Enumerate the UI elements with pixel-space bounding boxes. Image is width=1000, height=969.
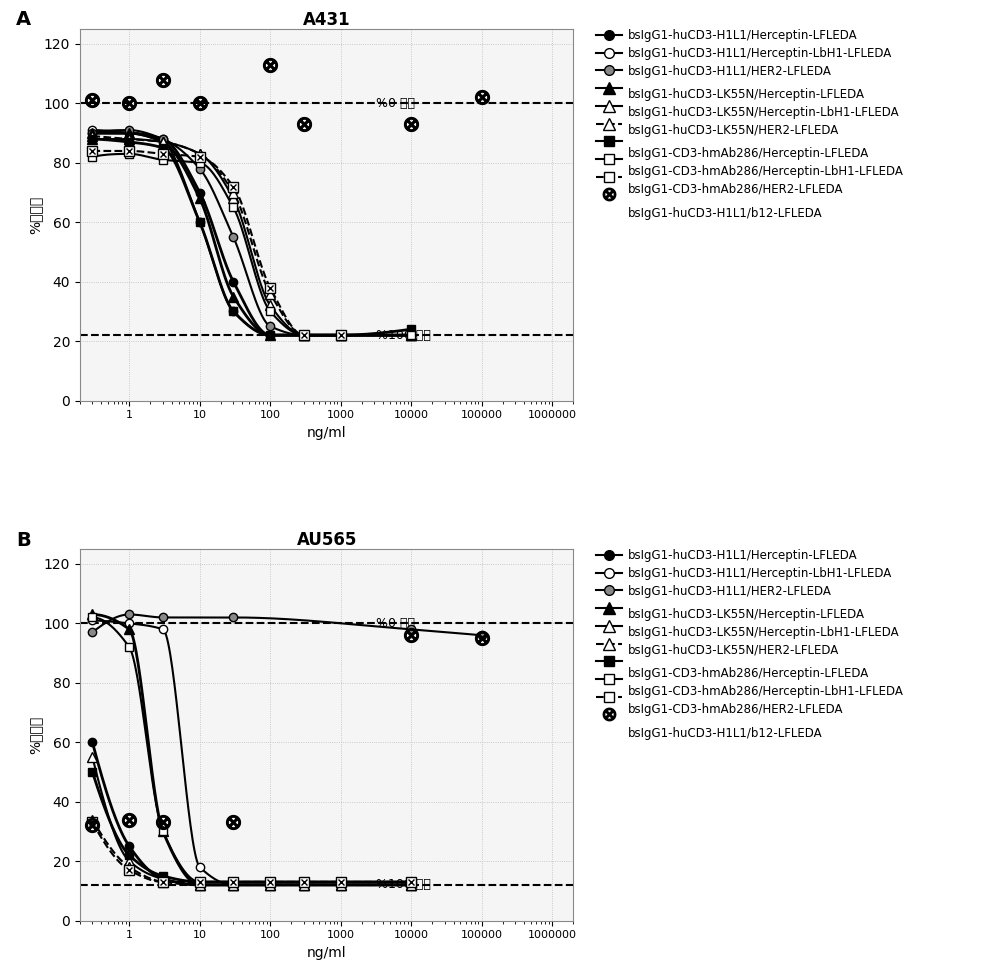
Legend: bsIgG1-huCD3-H1L1/Herceptin-LFLEDA, bsIgG1-huCD3-H1L1/Herceptin-LbH1-LFLEDA, bsI: bsIgG1-huCD3-H1L1/Herceptin-LFLEDA, bsIg…: [596, 29, 903, 202]
Y-axis label: %成活力: %成活力: [29, 196, 43, 234]
Text: %100 杀死: %100 杀死: [376, 328, 431, 342]
Legend: bsIgG1-huCD3-H1L1/Herceptin-LFLEDA, bsIgG1-huCD3-H1L1/Herceptin-LbH1-LFLEDA, bsI: bsIgG1-huCD3-H1L1/Herceptin-LFLEDA, bsIg…: [596, 549, 903, 722]
Text: A: A: [16, 11, 31, 29]
Text: %100 杀死: %100 杀死: [376, 878, 431, 891]
Title: A431: A431: [303, 11, 350, 29]
Text: B: B: [16, 531, 31, 549]
Text: %0 杀死: %0 杀死: [376, 97, 415, 109]
Title: AU565: AU565: [296, 531, 357, 548]
Text: %0 杀死: %0 杀死: [376, 617, 415, 630]
X-axis label: ng/ml: ng/ml: [307, 946, 346, 960]
Y-axis label: %成活力: %成活力: [29, 716, 43, 754]
X-axis label: ng/ml: ng/ml: [307, 425, 346, 440]
